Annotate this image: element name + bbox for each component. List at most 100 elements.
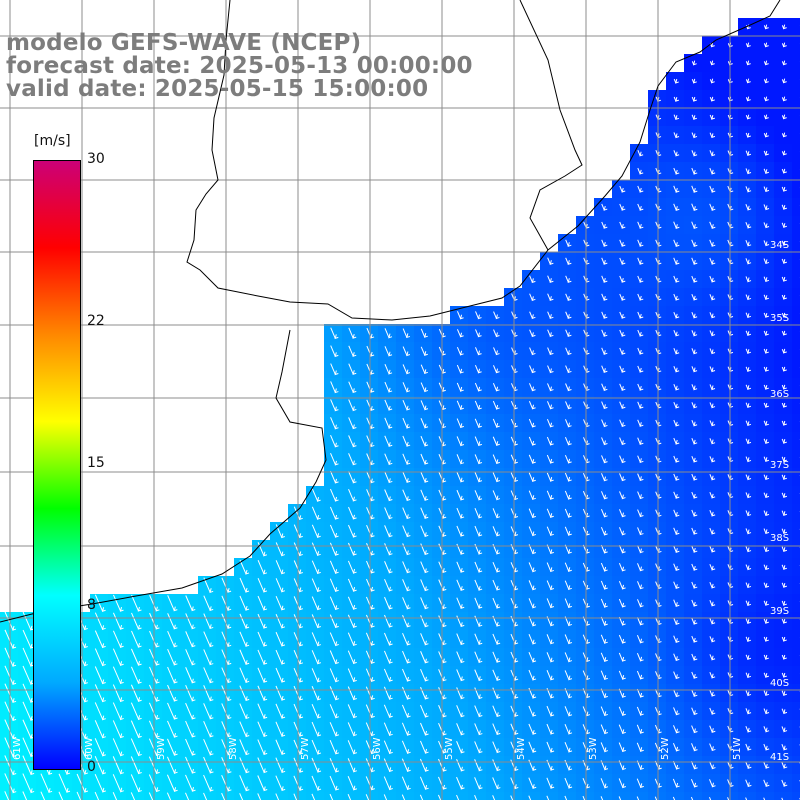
wind-arrowhead [765,511,770,517]
wind-arrowhead [137,751,142,757]
wind-arrowhead [549,476,554,482]
wind-arrowhead [532,531,537,537]
wind-arrowhead [568,639,573,645]
wind-arrowhead [549,314,554,320]
wind-arrowhead [388,622,393,628]
wind-arrowhead [442,477,447,483]
wind-arrowhead [352,586,357,592]
wind-arrowhead [317,641,321,647]
wind-arrowhead [191,714,196,720]
wind-arrowhead [747,295,752,301]
wind-arrow [366,453,372,465]
wind-arrow [348,453,354,465]
wind-cell [432,792,450,800]
wind-arrowhead [586,747,591,753]
wind-arrow [709,203,713,211]
wind-arrow [546,419,552,427]
longitude-label: 59W [156,737,167,760]
wind-arrow [456,364,462,374]
wind-arrowhead [388,460,393,466]
wind-arrow [528,401,534,409]
wind-arrowhead [334,424,339,430]
wind-arrow [311,506,319,520]
wind-arrowhead [693,331,698,337]
wind-arrow [691,725,695,733]
wind-arrow [420,704,426,718]
wind-arrowhead [765,312,770,318]
wind-arrowhead [675,656,680,662]
wind-arrowhead [84,643,88,649]
wind-arrow [456,633,462,645]
wind-arrow [600,742,606,752]
wind-arrow [366,560,372,574]
wind-arrowhead [693,224,698,230]
wind-arrowhead [711,728,716,734]
wind-arrow [420,400,426,410]
wind-arrowhead [442,676,447,682]
wind-arrowhead [460,459,465,465]
wind-arrowhead [621,260,626,265]
wind-arrowhead [424,676,429,682]
wind-arrow [148,738,158,756]
wind-arrow [637,347,641,355]
wind-arrowhead [603,584,608,590]
wind-arrow [691,366,695,372]
wind-arrow [637,581,641,589]
wind-arrow [420,668,426,682]
wind-arrow [673,330,677,336]
forecast-date: forecast date: 2025-05-13 00:00:00 [6,53,473,79]
wind-arrow [456,382,462,392]
wind-arrowhead [12,662,17,667]
wind-cell [414,792,432,800]
wind-arrowhead [586,693,591,699]
wind-arrow [384,381,390,393]
wind-arrowhead [513,422,518,428]
wind-arrow [637,167,641,175]
wind-arrowhead [549,458,554,464]
wind-arrow [4,737,14,757]
wind-arrowhead [693,188,698,193]
wind-arrowhead [603,458,608,464]
wind-arrow [239,793,244,800]
wind-arrowhead [263,732,268,738]
wind-arrowhead [747,151,752,157]
wind-arrow [691,491,695,499]
wind-arrowhead [747,475,752,481]
wind-arrowhead [299,587,303,593]
wind-arrow [438,740,444,754]
wind-arrowhead [639,385,644,391]
wind-arrowhead [388,586,393,592]
wind-arrowhead [568,531,572,536]
wind-arrowhead [442,495,447,501]
wind-arrowhead [586,765,591,771]
wind-arrow [185,684,193,702]
wind-arrowhead [352,496,357,502]
wind-arrow [691,402,695,408]
wind-arrow [528,562,534,572]
wind-arrowhead [550,603,555,609]
wind-arrow [474,741,480,753]
wind-arrowhead [245,732,250,738]
wind-cell [324,792,342,800]
wind-arrowhead [586,783,591,789]
wind-arrowhead [119,715,124,721]
wind-arrowhead [675,584,680,590]
wind-arrowhead [783,636,787,642]
wind-arrow [745,492,749,498]
wind-arrow [474,382,480,392]
wind-arrowhead [102,733,106,739]
wind-arrow [691,150,695,156]
wind-arrowhead [245,660,250,666]
wind-arrow [4,719,14,739]
wind-arrowhead [334,478,339,484]
wind-arrowhead [460,730,465,736]
wind-arrowhead [711,114,716,120]
wind-arrowhead [693,206,698,212]
wind-arrow [564,472,570,482]
wind-arrow [221,577,229,593]
wind-arrowhead [209,678,214,684]
wind-arrowhead [317,695,322,701]
wind-arrowhead [353,749,357,755]
wind-arrowhead [764,42,769,48]
wind-arrowhead [424,766,429,772]
